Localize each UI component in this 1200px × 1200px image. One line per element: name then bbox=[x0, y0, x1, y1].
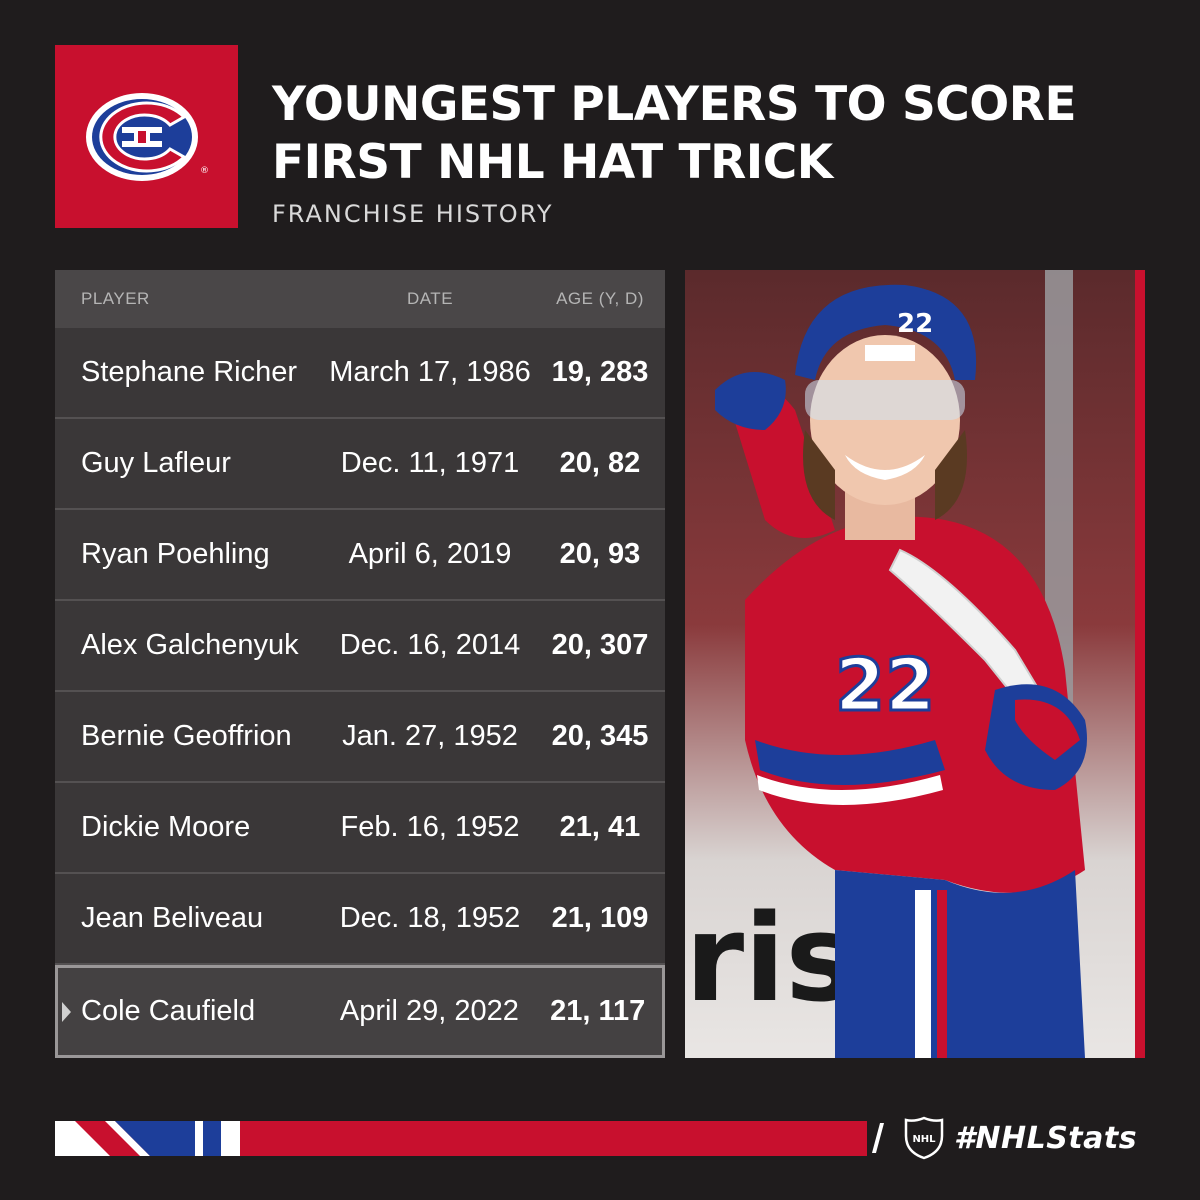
header: YOUNGEST PLAYERS TO SCORE FIRST NHL HAT … bbox=[272, 76, 1172, 228]
hat-trick-date: Dec. 16, 2014 bbox=[339, 629, 521, 661]
table-row: Jean Beliveau Dec. 18, 1952 21, 109 bbox=[55, 874, 665, 965]
player-photo: ris 22 22 bbox=[685, 270, 1145, 1058]
helmet-number: 22 bbox=[897, 309, 933, 339]
table-header: PLAYER DATE AGE (Y, D) bbox=[55, 270, 665, 328]
divider-slash bbox=[871, 1123, 885, 1153]
player-age: 21, 109 bbox=[551, 902, 649, 934]
table-row: Dickie Moore Feb. 16, 1952 21, 41 bbox=[55, 783, 665, 874]
player-age: 20, 307 bbox=[551, 629, 649, 661]
title-line-2: FIRST NHL HAT TRICK bbox=[272, 135, 833, 190]
team-logo-box: ® bbox=[55, 45, 238, 228]
player-name: Dickie Moore bbox=[81, 811, 251, 843]
player-name: Bernie Geoffrion bbox=[81, 720, 292, 752]
player-name: Guy Lafleur bbox=[81, 447, 231, 479]
footer-stripes bbox=[55, 1121, 867, 1156]
nhl-shield-icon: NHL bbox=[904, 1116, 944, 1160]
hat-trick-date: Jan. 27, 1952 bbox=[342, 720, 518, 752]
player-name: Jean Beliveau bbox=[81, 902, 264, 934]
footer-branding: NHL #NHLStats bbox=[871, 1108, 1138, 1168]
table-row: Ryan Poehling April 6, 2019 20, 93 bbox=[55, 510, 665, 601]
jersey-number: 22 bbox=[835, 643, 935, 727]
player-age: 21, 41 bbox=[559, 811, 641, 843]
player-age: 19, 283 bbox=[551, 356, 649, 388]
column-header-age: AGE (Y, D) bbox=[556, 289, 644, 308]
table-row: Guy Lafleur Dec. 11, 1971 20, 82 bbox=[55, 419, 665, 510]
hat-trick-date: Dec. 11, 1971 bbox=[340, 447, 520, 479]
svg-text:NHL: NHL bbox=[912, 1134, 936, 1145]
player-age: 20, 345 bbox=[551, 720, 649, 752]
column-header-player: PLAYER bbox=[81, 289, 150, 308]
title-line-1: YOUNGEST PLAYERS TO SCORE bbox=[272, 77, 1077, 132]
player-age: 20, 93 bbox=[559, 538, 641, 570]
hat-trick-date: March 17, 1986 bbox=[329, 356, 531, 388]
hat-trick-date: April 29, 2022 bbox=[339, 995, 519, 1027]
highlighted-table-row: Cole Caufield April 29, 2022 21, 117 bbox=[55, 965, 665, 1058]
svg-text:®: ® bbox=[200, 166, 209, 176]
player-name: Cole Caufield bbox=[81, 995, 256, 1027]
hat-trick-date: Feb. 16, 1952 bbox=[340, 811, 520, 843]
table-row: Stephane Richer March 17, 1986 19, 283 bbox=[55, 328, 665, 419]
canadiens-logo-icon: ® bbox=[85, 92, 209, 181]
hashtag-label: #NHLStats bbox=[954, 1120, 1138, 1156]
player-photo-illustration: ris 22 22 bbox=[685, 270, 1145, 1058]
table-row: Alex Galchenyuk Dec. 16, 2014 20, 307 bbox=[55, 601, 665, 692]
column-header-date: DATE bbox=[406, 289, 454, 308]
stats-table: PLAYER DATE AGE (Y, D) Stephane Richer M… bbox=[55, 270, 665, 1058]
player-age: 21, 117 bbox=[550, 995, 646, 1027]
footer-color-bar bbox=[55, 1121, 867, 1156]
hat-trick-date: Dec. 18, 1952 bbox=[339, 902, 521, 934]
player-name: Stephane Richer bbox=[81, 356, 298, 388]
player-age: 20, 82 bbox=[559, 447, 641, 479]
table-row: Bernie Geoffrion Jan. 27, 1952 20, 345 bbox=[55, 692, 665, 783]
hat-trick-date: April 6, 2019 bbox=[348, 538, 512, 570]
player-name: Alex Galchenyuk bbox=[81, 629, 299, 661]
player-name: Ryan Poehling bbox=[81, 538, 270, 570]
subtitle: FRANCHISE HISTORY bbox=[272, 200, 554, 228]
svg-text:ris: ris bbox=[685, 890, 857, 1029]
row-pointer-icon bbox=[62, 1001, 71, 1022]
